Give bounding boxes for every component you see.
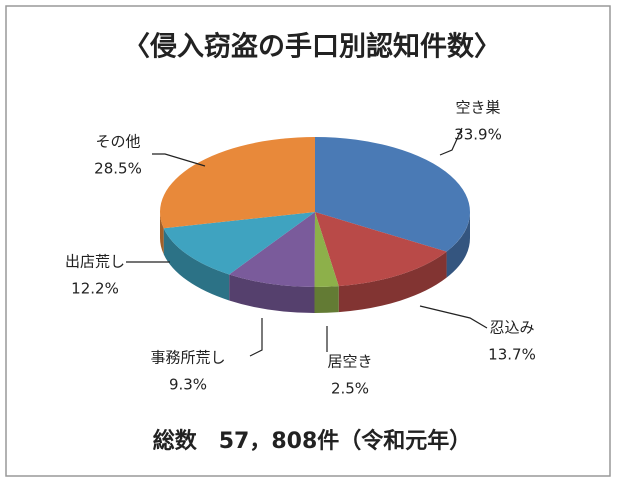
slice-label: 出店荒し [65, 253, 125, 271]
slice-label: 空き巣 [455, 99, 500, 117]
value-label: 13.7% [488, 346, 536, 364]
footnote: 総数 57，808件（令和元年） [153, 428, 472, 454]
slice-side [163, 228, 230, 301]
value-label: 28.5% [94, 160, 142, 178]
slice-side [446, 212, 470, 278]
slice-side [229, 274, 315, 313]
pie-slice [315, 212, 447, 287]
leader-line [439, 127, 463, 156]
value-label: 9.3% [169, 376, 207, 394]
slice-side [338, 251, 447, 313]
pie-slice [315, 137, 470, 252]
pie-slice [159, 137, 315, 229]
value-label: 12.2% [71, 280, 119, 298]
pie-slice [314, 212, 339, 287]
value-label: 33.9% [454, 126, 502, 144]
slice-side [160, 212, 164, 255]
slice-label: 居空き [327, 353, 372, 371]
value-label: 2.5% [331, 380, 369, 398]
chart-title: 〈侵入窃盗の手口別認知件数〉 [123, 31, 501, 63]
leader-line [419, 305, 488, 329]
slice-label: 忍込み [489, 319, 534, 337]
pie-slice [163, 212, 315, 275]
slice-side [314, 286, 339, 313]
leader-line [249, 318, 263, 357]
pie-slice [229, 212, 315, 287]
slice-label: その他 [95, 133, 140, 151]
leader-line [152, 153, 206, 167]
slice-label: 事務所荒し [150, 349, 225, 367]
